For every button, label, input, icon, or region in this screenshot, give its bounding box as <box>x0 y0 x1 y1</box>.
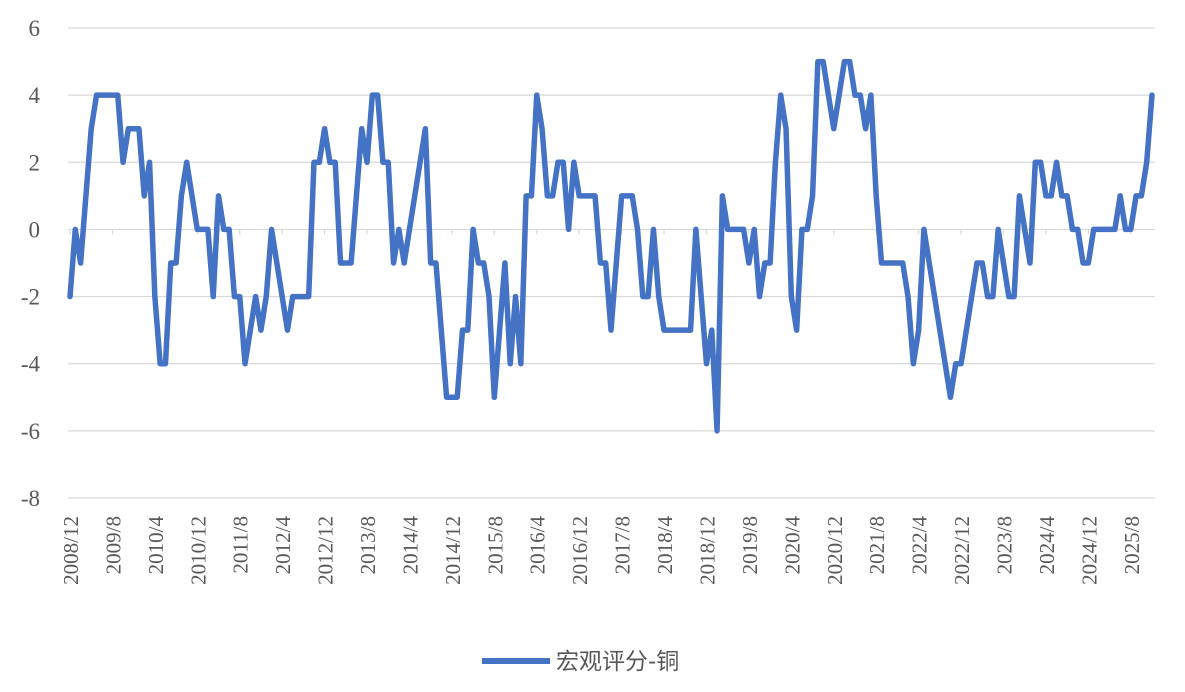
x-tick-label: 2016/12 <box>568 516 592 585</box>
legend: 宏观评分-铜 <box>482 649 679 675</box>
x-tick-label: 2010/12 <box>186 516 210 585</box>
x-tick-label: 2025/8 <box>1120 516 1144 574</box>
y-tick-label: -2 <box>21 285 40 310</box>
series-layer <box>67 58 1155 434</box>
y-tick-label: -8 <box>21 486 40 511</box>
y-tick-label: -4 <box>21 352 41 377</box>
y-tick-label: 6 <box>29 16 41 41</box>
x-tick-label: 2020/12 <box>823 516 847 585</box>
legend-label: 宏观评分-铜 <box>556 649 679 675</box>
x-tick-label: 2016/4 <box>526 516 550 575</box>
x-tick-label: 2018/4 <box>653 516 677 575</box>
x-tick-label: 2024/12 <box>1077 516 1101 585</box>
x-tick-label: 2017/8 <box>611 516 635 574</box>
x-tick-label: 2008/12 <box>59 516 83 585</box>
x-tick-label: 2022/12 <box>950 516 974 585</box>
x-tick-label: 2018/12 <box>696 516 720 585</box>
x-tick-label: 2021/8 <box>865 516 889 574</box>
x-tick-label: 2014/4 <box>399 516 423 575</box>
x-tick-label: 2012/12 <box>314 516 338 585</box>
x-tick-label: 2009/8 <box>101 516 125 574</box>
x-tick-label: 2011/8 <box>229 516 253 574</box>
x-tick-label: 2010/4 <box>144 516 168 575</box>
y-tick-label: -6 <box>21 419 40 444</box>
y-tick-label: 0 <box>29 217 41 242</box>
series-line-copper-macro-score <box>67 58 1155 434</box>
y-tick-label: 2 <box>29 150 41 175</box>
x-tick-label: 2020/4 <box>780 516 804 575</box>
gridlines <box>68 27 1155 499</box>
x-tick-label: 2023/8 <box>993 516 1017 574</box>
x-tick-label: 2012/4 <box>271 516 295 575</box>
x-tick-label: 2013/8 <box>356 516 380 574</box>
x-tick-label: 2019/8 <box>738 516 762 574</box>
y-axis-ticks: -8 -6 -4 -2 0 2 4 6 <box>21 16 41 511</box>
x-axis-ticks: 2008/12 2009/8 2010/4 2010/12 2011/8 2012/4 20… <box>59 229 1144 585</box>
x-tick-label: 2015/8 <box>483 516 507 574</box>
x-tick-label: 2014/12 <box>441 516 465 585</box>
x-tick-label: 2024/4 <box>1035 516 1059 575</box>
x-tick-label: 2022/4 <box>908 516 932 575</box>
y-tick-label: 4 <box>29 83 41 108</box>
